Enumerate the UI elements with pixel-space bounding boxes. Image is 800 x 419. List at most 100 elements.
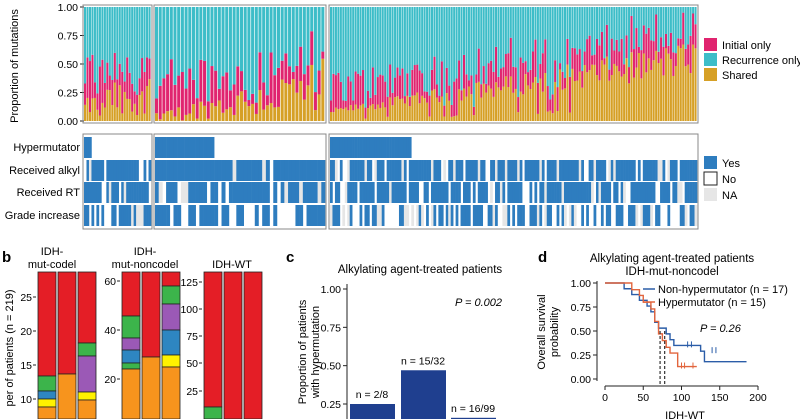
cell-yes (600, 182, 604, 203)
panel-b-label: b (2, 249, 11, 266)
cell-yes (106, 160, 110, 181)
bar-segment-recurrence (381, 7, 384, 76)
bar-segment (161, 303, 181, 331)
bar-segment-recurrence (657, 7, 660, 52)
bar-segment-recurrence (364, 7, 367, 108)
bar-segment-shared (485, 92, 488, 121)
bar-segment-initial (593, 54, 596, 65)
cell-na (108, 182, 112, 203)
bar-segment-recurrence (667, 7, 670, 46)
cell-yes (214, 182, 219, 203)
cell-yes (347, 137, 351, 158)
cell-yes (596, 182, 599, 203)
cell-yes (337, 182, 341, 203)
bar-segment-recurrence (339, 7, 342, 82)
bar-segment-initial (453, 81, 456, 117)
bar-segment-shared (662, 75, 665, 121)
bar-segment-initial (583, 51, 586, 65)
panel-c-title: Alkylating agent-treated patients (338, 264, 503, 276)
bar-segment-shared (396, 96, 399, 121)
bar-segment-recurrence (344, 7, 347, 101)
bar-segment-recurrence (603, 7, 606, 59)
bar-segment-initial (534, 39, 537, 78)
bar-segment-initial (126, 57, 129, 99)
legend-label-recurrence: Recurrence only (722, 55, 800, 67)
bar-segment-shared (655, 50, 658, 122)
cell-yes (349, 137, 353, 158)
bar-segment-recurrence (128, 7, 131, 73)
bar-segment-recurrence (421, 7, 424, 74)
legend-swatch-recurrence (704, 53, 717, 66)
cell-na (593, 160, 597, 181)
cell-yes (330, 182, 333, 203)
cell-yes (458, 160, 461, 181)
bar-segment-shared (534, 77, 537, 121)
cell-yes (566, 182, 570, 203)
bar-segment-recurrence (111, 7, 114, 81)
cell-yes (660, 182, 663, 203)
cell-yes (138, 182, 142, 203)
cell-yes (273, 205, 278, 226)
cell-yes (692, 205, 695, 226)
cell-yes (381, 160, 385, 181)
cell-yes (389, 137, 392, 158)
cell-yes (128, 160, 132, 181)
cell-yes (334, 182, 338, 203)
bar-segment-shared (381, 102, 384, 121)
cell-yes (536, 160, 540, 181)
cell-yes (453, 182, 456, 203)
cell-yes (121, 160, 125, 181)
cell-yes (522, 205, 525, 226)
cell-yes (258, 160, 263, 181)
bar-segment-initial (662, 46, 665, 76)
cell-na (347, 160, 351, 181)
bar-segment-initial (349, 81, 352, 106)
cell-yes (605, 205, 609, 226)
cell-yes (228, 160, 233, 181)
bar-segment-initial (664, 33, 667, 49)
bar-segment-recurrence (610, 7, 613, 39)
bar-segment-recurrence (635, 7, 638, 29)
bar-segment-initial (438, 95, 441, 103)
cell-yes (669, 160, 673, 181)
cell-yes (116, 160, 120, 181)
cell-yes (169, 160, 174, 181)
cell-na (284, 182, 289, 203)
bar-segment-recurrence (684, 7, 687, 49)
cell-yes (630, 205, 634, 226)
bar-segment-shared (517, 112, 520, 121)
bar-segment-shared (403, 103, 406, 121)
cell-na (504, 205, 508, 226)
bar-segment-shared (342, 109, 345, 121)
cell-yes (258, 182, 263, 203)
bar-segment (57, 373, 77, 419)
cell-yes (158, 205, 163, 226)
cell-yes (148, 160, 152, 181)
bar-segment-recurrence (306, 7, 310, 66)
bar-segment-recurrence (620, 7, 623, 39)
bar-segment-initial (106, 62, 109, 90)
bar-segment-shared (642, 53, 645, 121)
bar-segment-recurrence (398, 7, 401, 76)
bar-segment-initial (284, 53, 288, 84)
bar-segment-recurrence (554, 7, 557, 61)
bar-segment-shared (86, 97, 89, 121)
cell-na (502, 205, 506, 226)
cell-yes (403, 137, 407, 158)
bar-segment-shared (143, 113, 146, 121)
cell-yes (141, 182, 144, 203)
bar-segment-initial (103, 82, 106, 108)
bar-segment-recurrence (418, 7, 421, 71)
bar-segment-shared (522, 94, 525, 121)
bar-segment-shared (91, 98, 94, 121)
bar-segment-recurrence (113, 7, 116, 53)
cell-na (342, 205, 346, 226)
bar-segment-initial (455, 78, 458, 116)
bar-segment-initial (357, 73, 360, 109)
bar-segment-shared (141, 91, 144, 121)
cell-yes (291, 160, 296, 181)
bar-segment-shared (519, 91, 522, 121)
bar-segment-shared (133, 103, 136, 121)
bar-segment-recurrence (138, 7, 141, 79)
bar-segment-shared (413, 95, 416, 121)
